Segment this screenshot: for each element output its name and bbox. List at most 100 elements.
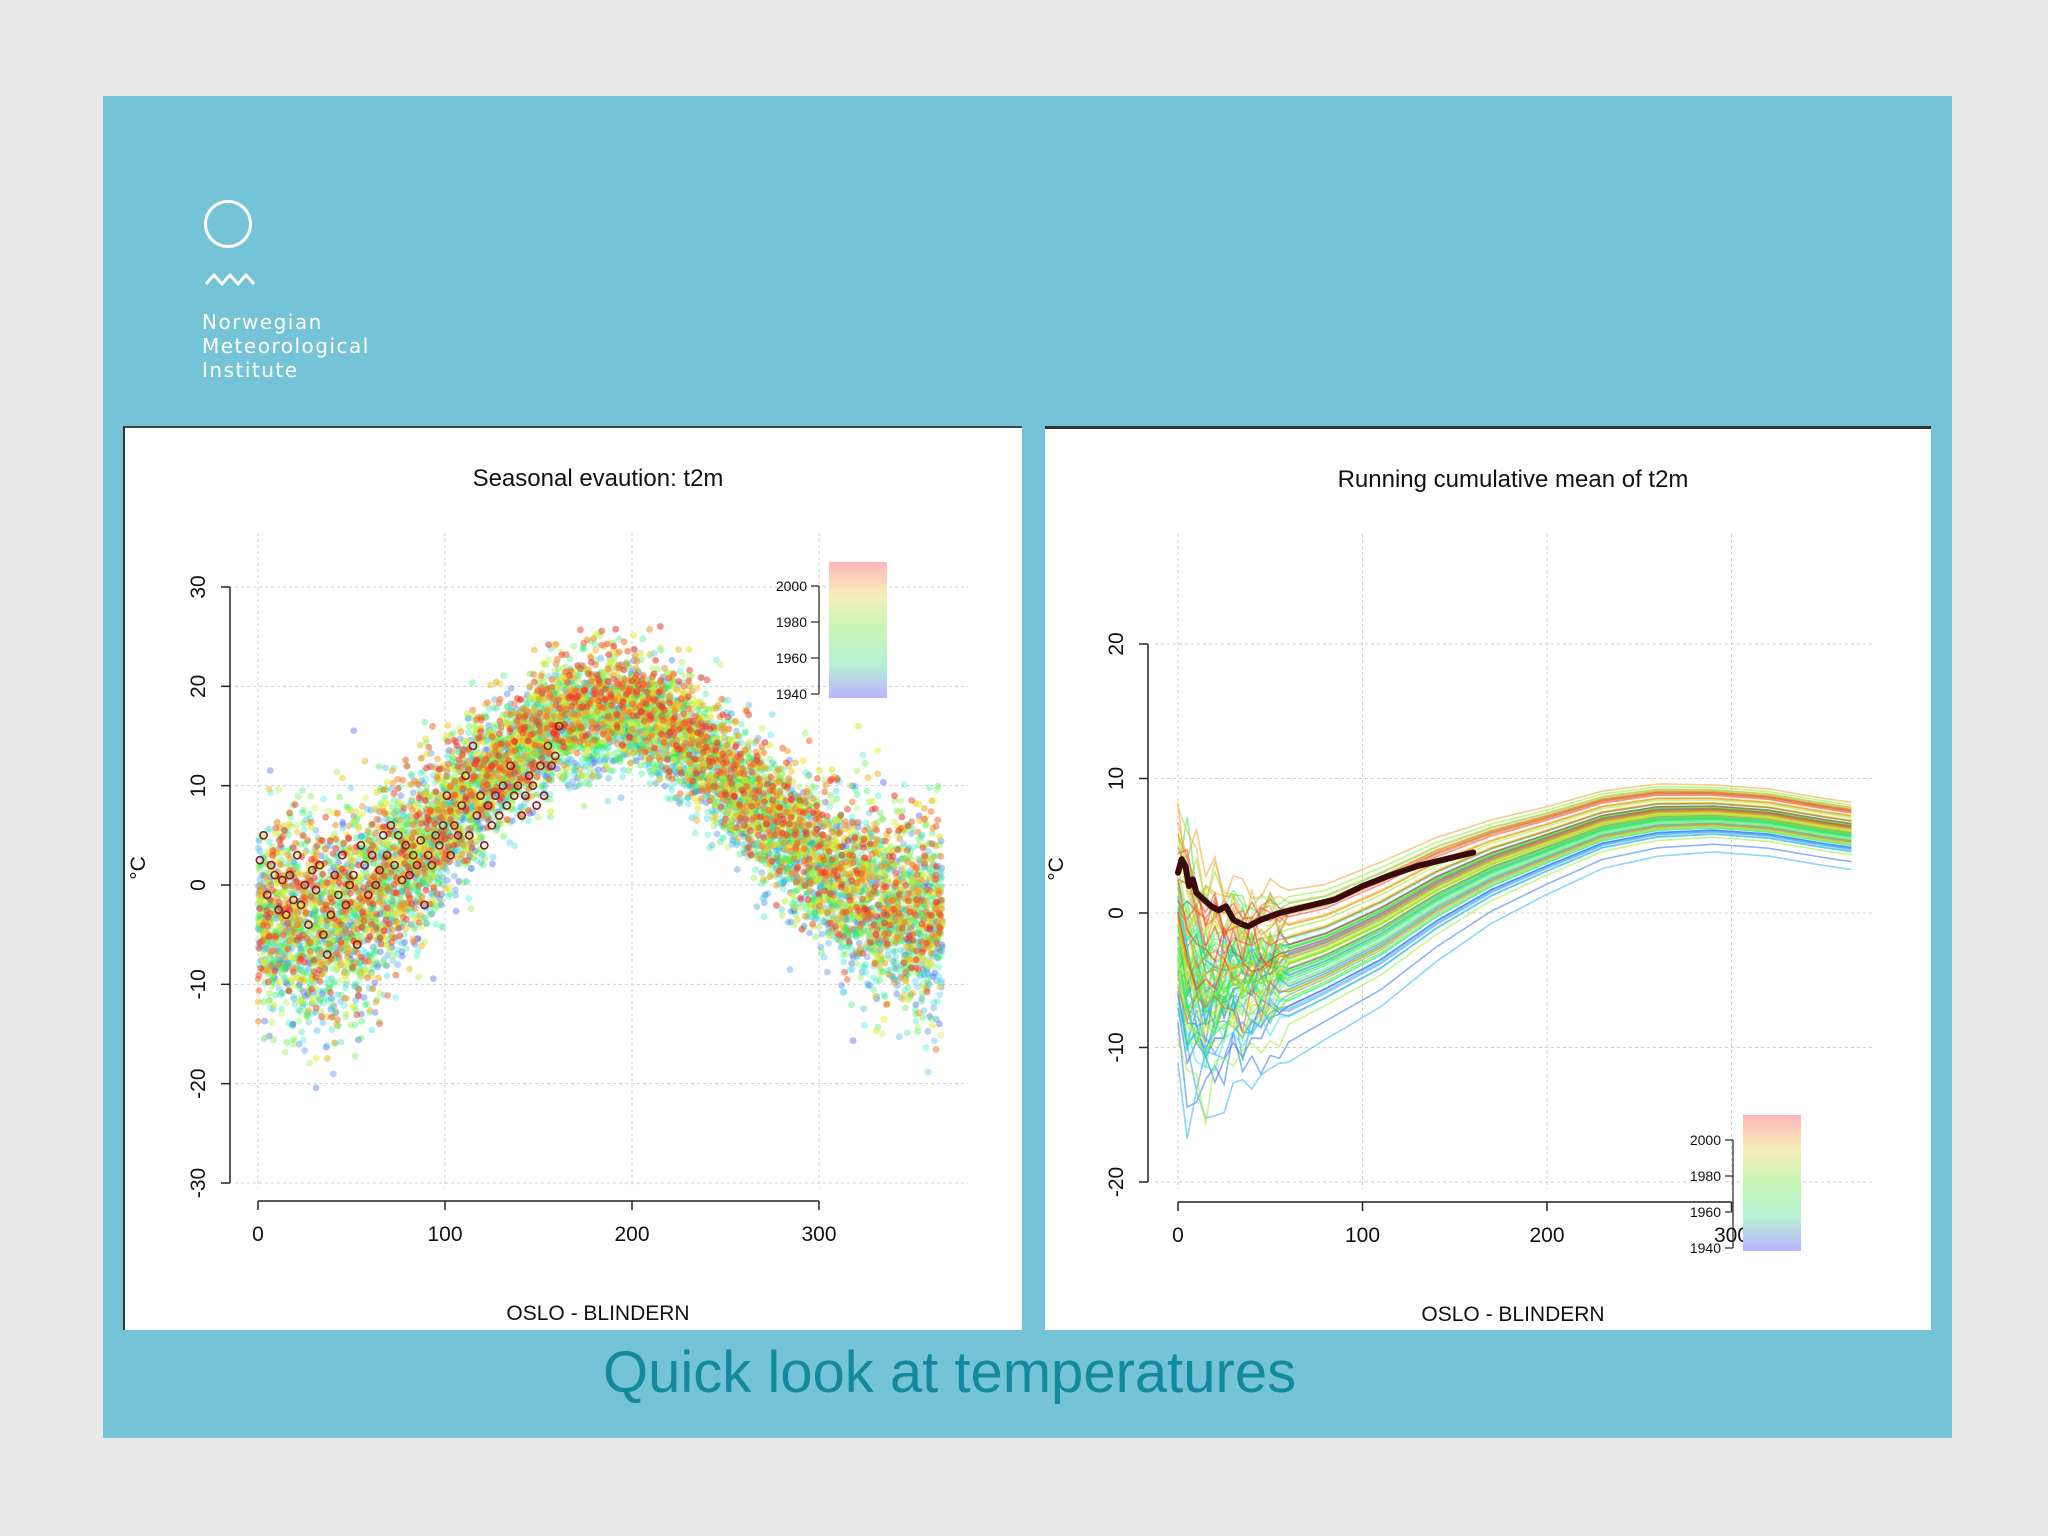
scatter-point — [861, 1022, 868, 1029]
scatter-point — [392, 994, 399, 1001]
scatter-point — [832, 787, 840, 795]
scatter-point — [818, 930, 826, 938]
scatter-point — [489, 860, 496, 868]
seasonal-evolution-panel: Seasonal evaution: t2m OSLO - BLINDERN °C 0… — [123, 426, 1022, 1330]
scatter-point — [422, 775, 429, 783]
scatter-point — [413, 952, 421, 959]
scatter-point — [706, 844, 714, 852]
institute-name-line-2: Meteorological — [202, 334, 370, 358]
scatter-point — [936, 947, 944, 955]
scatter-point — [901, 952, 909, 959]
scatter-point — [323, 1042, 331, 1049]
scatter-point — [301, 1047, 309, 1054]
scatter-point — [930, 1037, 938, 1045]
scatter-point — [876, 946, 884, 954]
scatter-point — [853, 791, 861, 798]
scatter-point — [861, 963, 868, 971]
scatter-point — [312, 1084, 320, 1092]
scatter-point — [476, 825, 484, 833]
scatter-point — [860, 1005, 867, 1012]
scatter-point — [317, 852, 325, 860]
scatter-point — [525, 817, 532, 825]
scatter-point — [261, 1017, 269, 1025]
scatter-point — [283, 964, 290, 972]
institute-name-line-3: Institute — [202, 358, 299, 382]
scatter-point — [816, 884, 824, 891]
scatter-point — [300, 806, 307, 814]
scatter-point — [833, 822, 841, 830]
scatter-point — [301, 993, 309, 1000]
scatter-point — [610, 757, 617, 765]
scatter-point — [761, 893, 768, 901]
scatter-point — [383, 962, 391, 970]
scatter-point — [903, 1029, 911, 1036]
scatter-point — [893, 990, 900, 998]
chart-title: Seasonal evaution: t2m — [473, 465, 724, 492]
scatter-point — [503, 690, 511, 698]
scatter-point — [915, 930, 922, 937]
scatter-point — [407, 921, 415, 928]
scatter-point — [368, 1026, 376, 1034]
scatter-point — [691, 829, 699, 837]
scatter-point — [667, 782, 675, 789]
scatter-point — [912, 1001, 920, 1008]
scatter-point — [582, 778, 590, 786]
institute-name: Norwegian Meteorological Institute — [202, 310, 370, 382]
scatter-point — [285, 959, 292, 967]
scatter-point — [595, 772, 603, 780]
scatter-point — [591, 759, 598, 767]
scatter-point — [374, 963, 382, 971]
scatter-point — [924, 970, 932, 978]
scatter-point — [901, 951, 909, 959]
scatter-point — [511, 842, 519, 850]
scatter-point — [590, 755, 598, 763]
scatter-point — [306, 810, 313, 818]
scatter-point — [469, 679, 476, 687]
scatter-point — [625, 767, 633, 774]
scatter-point — [398, 948, 406, 955]
scatter-point — [805, 771, 813, 779]
scatter-point — [892, 947, 899, 955]
scatter-point — [331, 978, 339, 985]
scatter-point — [382, 764, 389, 772]
institute-name-line-1: Norwegian — [202, 310, 323, 334]
scatter-point — [432, 920, 439, 928]
scatter-point — [309, 911, 317, 919]
scatter-point — [870, 974, 878, 981]
scatter-point — [571, 759, 578, 767]
scatter-point — [388, 944, 396, 951]
scatter-point — [892, 964, 899, 972]
scatter-point — [605, 774, 612, 782]
scatter-point — [451, 872, 458, 880]
scatter-point — [639, 635, 647, 643]
scatter-point — [702, 690, 710, 698]
scatter-point — [933, 998, 941, 1005]
scatter-point — [881, 993, 889, 1000]
scatter-point — [289, 1022, 296, 1030]
logo-circle-icon — [204, 200, 252, 248]
scatter-point — [594, 766, 602, 773]
scatter-point — [329, 1070, 337, 1078]
scatter-point — [398, 952, 406, 960]
scatter-point — [299, 1036, 307, 1044]
scatter-point — [786, 966, 794, 973]
scatter-point — [704, 808, 712, 816]
scatter-point — [342, 984, 349, 992]
scatter-point — [840, 958, 848, 966]
scatter-point — [271, 991, 279, 999]
scatter-point — [421, 718, 429, 726]
scatter-point — [825, 939, 833, 947]
scatter-point — [779, 880, 787, 888]
scatter-point — [862, 819, 870, 826]
scatter-point — [929, 973, 937, 981]
scatter-point — [357, 832, 365, 840]
scatter-point — [354, 1036, 362, 1044]
scatter-point — [360, 994, 368, 1001]
scatter-point — [619, 773, 626, 781]
scatter-point — [922, 1044, 930, 1052]
scatter-point — [938, 864, 946, 872]
scatter-point — [575, 782, 583, 789]
institute-logo: Norwegian Meteorological Institute — [202, 200, 462, 400]
scatter-point — [752, 866, 759, 873]
